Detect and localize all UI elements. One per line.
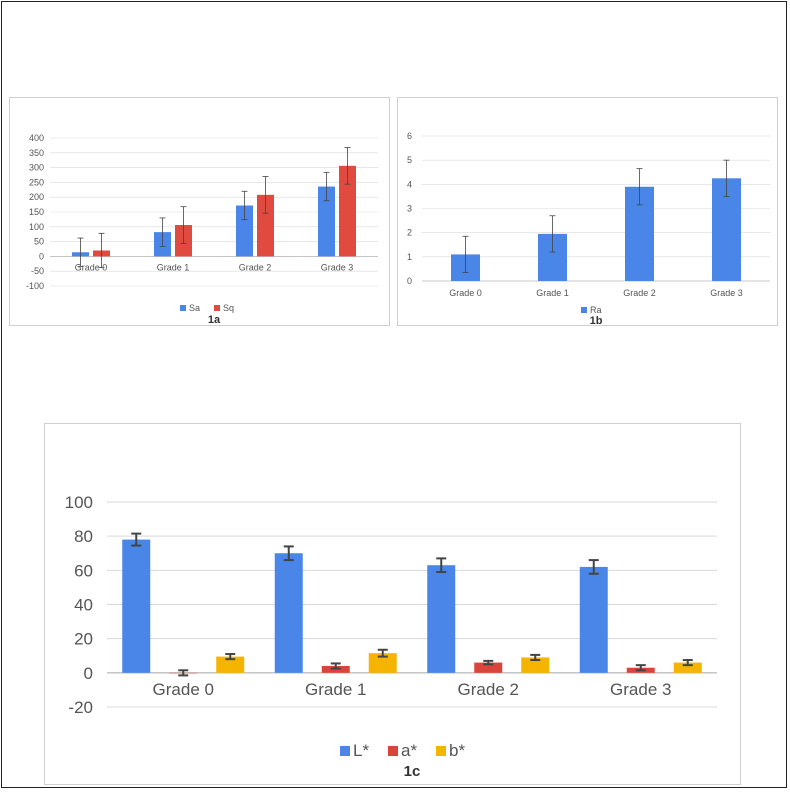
bar-sq-grade-2: [257, 194, 274, 257]
bar-bstar-grade-2: [521, 657, 550, 673]
x-tick-label: Grade 2: [458, 680, 519, 699]
x-tick-label: Grade 0: [449, 288, 482, 298]
error-bar: [225, 653, 236, 661]
legend-label: Ra: [590, 305, 602, 315]
legend-swatch: [436, 746, 446, 756]
y-tick-label: 200: [29, 192, 44, 202]
error-bar: [723, 159, 730, 197]
error-bar: [98, 232, 105, 269]
bar-sq-grade-3: [339, 165, 356, 257]
y-tick-label: -20: [68, 698, 93, 717]
bar-lstar-grade-2: [427, 565, 456, 673]
error-bar: [77, 237, 84, 267]
error-bar: [241, 190, 248, 221]
y-tick-label: 100: [29, 222, 44, 232]
y-tick-label: 40: [74, 596, 93, 615]
legend-swatch: [340, 746, 350, 756]
y-tick-label: 2: [407, 228, 412, 238]
legend-swatch: [581, 307, 587, 313]
legend-label: L*: [353, 741, 369, 760]
y-tick-label: 0: [407, 276, 412, 286]
x-tick-label: Grade 2: [623, 288, 656, 298]
y-tick-label: -50: [31, 266, 44, 276]
legend-label: a*: [401, 741, 417, 760]
x-tick-label: Grade 2: [239, 262, 272, 272]
legend-label: b*: [449, 741, 465, 760]
y-tick-label: 6: [407, 131, 412, 141]
x-tick-label: Grade 1: [536, 288, 569, 298]
error-bar: [588, 559, 599, 575]
chart-panel-1a: -100 -50 0 50 100 150 200 250 300 350 400 Grade 0 Gr…: [9, 97, 390, 326]
y-tick-label: 4: [407, 179, 412, 189]
error-bar: [180, 206, 187, 244]
error-bar: [283, 545, 294, 562]
x-tick-label: Grade 3: [610, 680, 671, 699]
y-tick-label: -100: [26, 281, 44, 291]
bar-bstar-grade-0: [216, 656, 245, 673]
error-bar: [462, 235, 469, 273]
y-tick-label: 400: [29, 133, 44, 143]
bar-sa-grade-2: [236, 205, 253, 257]
y-tick-label: 60: [74, 561, 93, 580]
y-tick-label: 350: [29, 148, 44, 158]
chart-1c: -20 0 20 40 60 80 100 Grade 0 Grade 1 Grade 2 Grad…: [65, 493, 717, 780]
error-bar: [549, 215, 556, 253]
error-bar: [159, 217, 166, 247]
error-bar: [377, 648, 388, 658]
error-bar: [262, 176, 269, 214]
legend-label: Sq: [223, 303, 234, 313]
y-tick-label: 0: [39, 251, 44, 261]
error-bar: [178, 669, 189, 677]
chart-1a: -100 -50 0 50 100 150 200 250 300 350 400 Grade 0 Gr…: [26, 133, 378, 326]
x-tick-label: Grade 3: [710, 288, 743, 298]
bar-bstar-grade-1: [368, 653, 397, 673]
x-tick-label: Grade 1: [305, 680, 366, 699]
y-tick-label: 0: [84, 664, 93, 683]
y-tick-label: 100: [65, 493, 93, 512]
bar-lstar-grade-0: [122, 539, 151, 673]
y-tick-label: 1: [407, 252, 412, 262]
figure-caption: 1c: [404, 763, 421, 780]
error-bar: [530, 653, 541, 662]
error-bar: [436, 557, 447, 574]
bar-lstar-grade-1: [274, 553, 303, 673]
x-tick-label: Grade 1: [157, 262, 190, 272]
error-bar: [131, 532, 142, 547]
bar-lstar-grade-3: [579, 566, 608, 673]
legend-label: Sa: [189, 303, 200, 313]
y-tick-label: 3: [407, 204, 412, 214]
legend-swatch: [214, 305, 220, 311]
chart-panel-1c: -20 0 20 40 60 80 100 Grade 0 Grade 1 Grade 2 Grad…: [44, 423, 741, 785]
figure-caption: 1b: [590, 315, 603, 327]
bar-sa-grade-3: [318, 186, 335, 257]
x-tick-label: Grade 0: [75, 262, 108, 272]
error-bar: [323, 171, 330, 202]
error-bar: [635, 664, 646, 672]
y-tick-label: 250: [29, 177, 44, 187]
figure-caption: 1a: [208, 314, 221, 326]
error-bar: [682, 659, 693, 667]
bar-bstar-grade-3: [673, 662, 702, 673]
y-tick-label: 80: [74, 527, 93, 546]
y-tick-label: 20: [74, 630, 93, 649]
error-bar: [636, 168, 643, 206]
legend-swatch: [180, 305, 186, 311]
y-tick-label: 50: [34, 237, 44, 247]
chart-panel-1b: 0 1 2 3 4 5 6 Grade 0 Grade 1 Grade 2 Grade 3 Ra 1b: [397, 97, 778, 327]
x-tick-label: Grade 3: [321, 262, 354, 272]
bar-astar-grade-2: [474, 662, 503, 673]
error-bar: [344, 147, 351, 185]
error-bar: [483, 659, 494, 666]
y-tick-label: 300: [29, 163, 44, 173]
y-tick-label: 5: [407, 155, 412, 165]
y-tick-label: 150: [29, 207, 44, 217]
error-bar: [330, 662, 341, 670]
legend-swatch: [388, 746, 398, 756]
x-tick-label: Grade 0: [153, 680, 214, 699]
